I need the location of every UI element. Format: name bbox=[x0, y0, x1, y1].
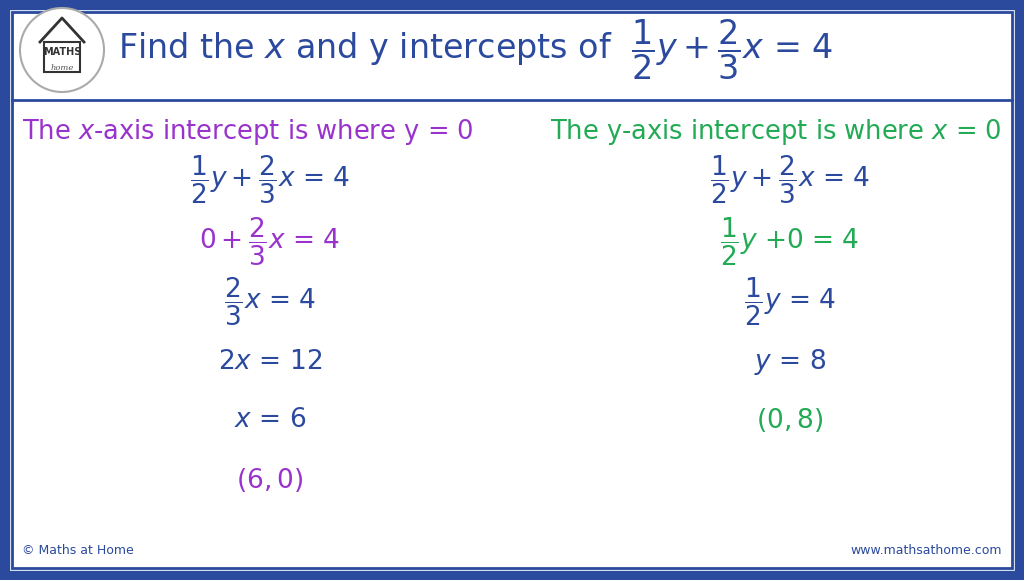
Text: $\dfrac{1}{2}y+\dfrac{2}{3}x$ = 4: $\dfrac{1}{2}y+\dfrac{2}{3}x$ = 4 bbox=[710, 154, 870, 206]
Text: MATHS: MATHS bbox=[43, 47, 81, 57]
Text: $2x$ = 12: $2x$ = 12 bbox=[218, 349, 323, 375]
Text: $(0, 8)$: $(0, 8)$ bbox=[757, 406, 823, 434]
Circle shape bbox=[20, 8, 104, 92]
Text: $0+\dfrac{2}{3}x$ = 4: $0+\dfrac{2}{3}x$ = 4 bbox=[200, 216, 341, 268]
Text: $\dfrac{2}{3}x$ = 4: $\dfrac{2}{3}x$ = 4 bbox=[224, 276, 316, 328]
Text: Find the $\it{x}$ and y intercepts of  $\dfrac{1}{2}y+\dfrac{2}{3}x$ = 4: Find the $\it{x}$ and y intercepts of $\… bbox=[118, 18, 834, 82]
Text: $(6, 0)$: $(6, 0)$ bbox=[237, 466, 304, 494]
Text: $\dfrac{1}{2}y$ = 4: $\dfrac{1}{2}y$ = 4 bbox=[744, 276, 836, 328]
FancyBboxPatch shape bbox=[4, 4, 1020, 576]
Text: home: home bbox=[50, 64, 74, 72]
Text: The y-axis intercept is where $\it{x}$ = 0: The y-axis intercept is where $\it{x}$ =… bbox=[550, 117, 1001, 147]
Text: The $\it{x}$-axis intercept is where y = 0: The $\it{x}$-axis intercept is where y =… bbox=[22, 117, 473, 147]
Text: $\dfrac{1}{2}y$ +0 = 4: $\dfrac{1}{2}y$ +0 = 4 bbox=[721, 216, 859, 268]
Text: $\dfrac{1}{2}y+\dfrac{2}{3}x$ = 4: $\dfrac{1}{2}y+\dfrac{2}{3}x$ = 4 bbox=[190, 154, 350, 206]
Text: www.mathsathome.com: www.mathsathome.com bbox=[851, 543, 1002, 556]
Text: $\it{x}$ = 6: $\it{x}$ = 6 bbox=[233, 407, 306, 433]
FancyBboxPatch shape bbox=[12, 12, 1012, 568]
Text: $\it{y}$ = 8: $\it{y}$ = 8 bbox=[754, 347, 826, 377]
Text: © Maths at Home: © Maths at Home bbox=[22, 543, 134, 556]
FancyBboxPatch shape bbox=[44, 42, 80, 72]
